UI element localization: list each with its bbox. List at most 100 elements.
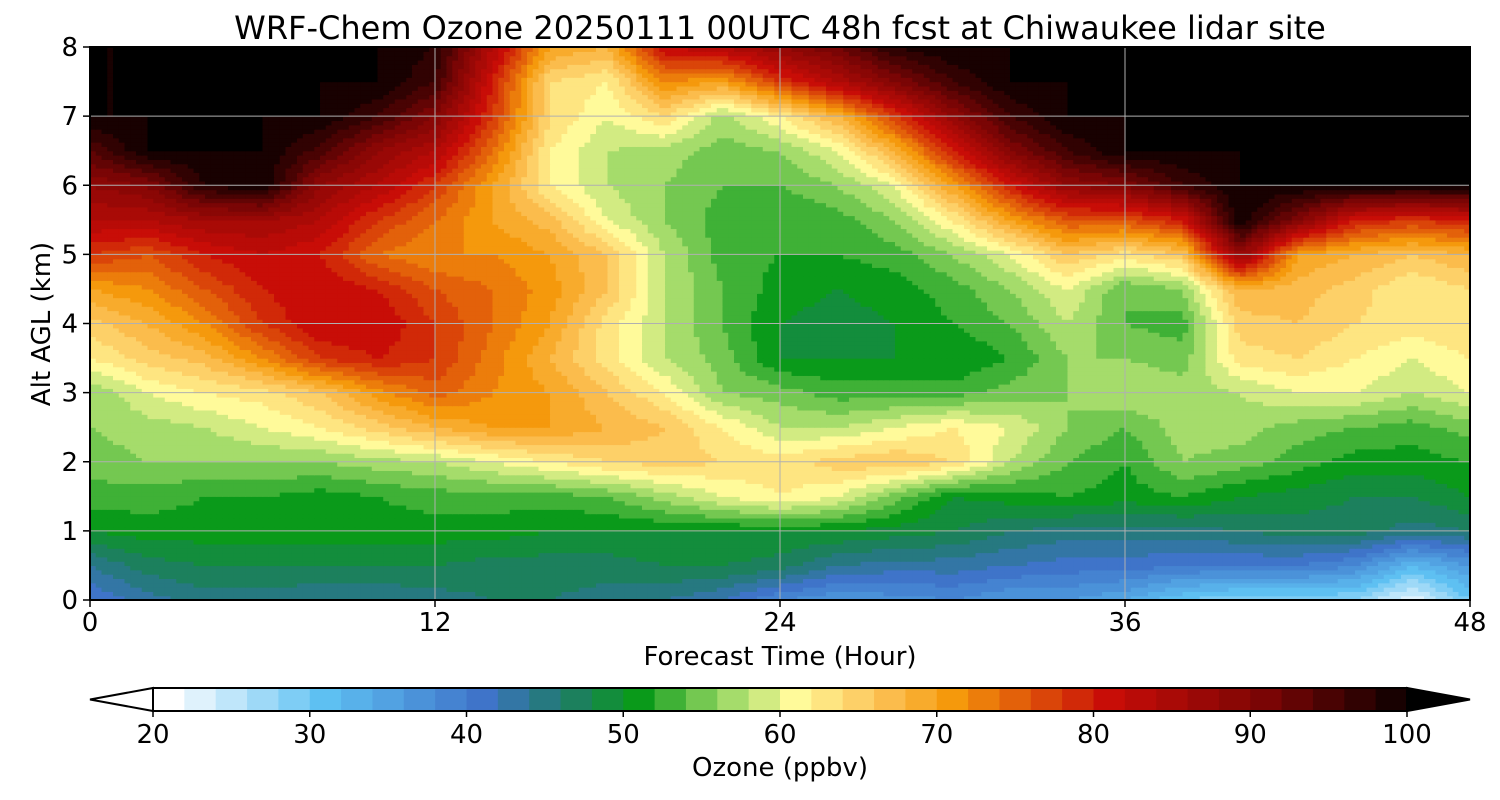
heat-cell bbox=[1229, 578, 1235, 583]
heat-cell bbox=[1349, 548, 1355, 553]
heat-cell bbox=[723, 565, 729, 570]
heat-cell bbox=[711, 570, 717, 575]
heat-cell bbox=[1073, 574, 1079, 579]
heat-cell bbox=[740, 565, 746, 570]
heat-cell bbox=[1395, 587, 1401, 592]
heat-cell bbox=[889, 565, 895, 570]
heat-cell bbox=[815, 548, 821, 553]
heat-cell bbox=[424, 565, 430, 570]
heat-cell bbox=[884, 544, 890, 549]
heat-cell bbox=[1269, 570, 1275, 575]
heat-cell bbox=[1223, 565, 1229, 570]
heat-cell bbox=[303, 570, 309, 575]
heat-cell bbox=[539, 561, 545, 566]
heat-cell bbox=[1436, 565, 1442, 570]
heat-cell bbox=[717, 587, 723, 592]
heat-cell bbox=[1349, 557, 1355, 562]
heat-cell bbox=[188, 544, 194, 549]
heat-cell bbox=[1344, 574, 1350, 579]
heat-cell bbox=[769, 557, 775, 562]
heat-cell bbox=[1269, 583, 1275, 588]
heat-cell bbox=[113, 583, 119, 588]
heat-cell bbox=[1223, 578, 1229, 583]
heat-cell bbox=[130, 561, 136, 566]
heat-cell bbox=[659, 544, 665, 549]
heat-cell bbox=[884, 565, 890, 570]
heat-cell bbox=[1378, 548, 1384, 553]
heat-cell bbox=[1321, 548, 1327, 553]
heat-cell bbox=[424, 578, 430, 583]
heat-cell bbox=[694, 557, 700, 562]
heat-cell bbox=[1459, 557, 1465, 562]
heat-cell bbox=[188, 591, 194, 596]
heat-cell bbox=[590, 557, 596, 562]
heat-cell bbox=[1292, 552, 1298, 557]
heat-cell bbox=[757, 552, 763, 557]
heat-cell bbox=[222, 561, 228, 566]
heat-cell bbox=[1177, 591, 1183, 596]
heat-cell bbox=[435, 544, 441, 549]
heat-cell bbox=[976, 587, 982, 592]
heat-cell bbox=[671, 544, 677, 549]
heat-cell bbox=[395, 570, 401, 575]
heat-cell bbox=[245, 552, 251, 557]
heat-cell bbox=[654, 548, 660, 553]
heat-cell bbox=[1384, 583, 1390, 588]
heat-cell bbox=[1257, 583, 1263, 588]
heat-cell bbox=[866, 587, 872, 592]
heat-cell bbox=[142, 557, 148, 562]
heat-cell bbox=[406, 565, 412, 570]
heat-cell bbox=[1303, 591, 1309, 596]
heat-cell bbox=[573, 544, 579, 549]
heat-cell bbox=[1246, 548, 1252, 553]
heat-cell bbox=[958, 587, 964, 592]
heat-cell bbox=[1125, 591, 1131, 596]
heat-cell bbox=[809, 587, 815, 592]
heat-cell bbox=[648, 591, 654, 596]
heat-cell bbox=[1240, 591, 1246, 596]
heat-cell bbox=[395, 587, 401, 592]
heat-cell bbox=[199, 587, 205, 592]
heat-cell bbox=[912, 574, 918, 579]
heat-cell bbox=[1125, 561, 1131, 566]
heat-cell bbox=[470, 565, 476, 570]
heat-cell bbox=[1033, 574, 1039, 579]
heat-cell bbox=[245, 548, 251, 553]
heat-cell bbox=[1453, 565, 1459, 570]
heat-cell bbox=[567, 557, 573, 562]
heat-cell bbox=[205, 591, 211, 596]
heat-cell bbox=[849, 565, 855, 570]
heat-cell bbox=[1424, 557, 1430, 562]
heat-cell bbox=[349, 591, 355, 596]
heat-cell bbox=[1050, 587, 1056, 592]
heat-cell bbox=[1430, 557, 1436, 562]
heat-cell bbox=[222, 565, 228, 570]
heat-cell bbox=[113, 570, 119, 575]
heat-cell bbox=[240, 583, 246, 588]
heat-cell bbox=[481, 591, 487, 596]
heat-cell bbox=[418, 570, 424, 575]
heat-cell bbox=[1004, 574, 1010, 579]
heat-cell bbox=[907, 583, 913, 588]
heat-cell bbox=[1240, 587, 1246, 592]
heat-cell bbox=[941, 578, 947, 583]
heat-cell bbox=[1177, 587, 1183, 592]
heat-cell bbox=[562, 587, 568, 592]
heat-cell bbox=[125, 583, 131, 588]
heat-cell bbox=[119, 587, 125, 592]
heat-cell bbox=[1114, 574, 1120, 579]
heat-cell bbox=[1177, 548, 1183, 553]
heat-cell bbox=[159, 583, 165, 588]
heat-cell bbox=[1453, 561, 1459, 566]
heat-cell bbox=[257, 557, 263, 562]
heat-cell bbox=[1211, 548, 1217, 553]
heat-cell bbox=[613, 583, 619, 588]
heat-cell bbox=[493, 583, 499, 588]
heat-cell bbox=[1384, 591, 1390, 596]
heat-cell bbox=[585, 561, 591, 566]
heat-cell bbox=[383, 561, 389, 566]
heat-cell bbox=[1321, 583, 1327, 588]
heat-cell bbox=[1378, 578, 1384, 583]
heat-cell bbox=[1131, 557, 1137, 562]
heat-cell bbox=[964, 548, 970, 553]
